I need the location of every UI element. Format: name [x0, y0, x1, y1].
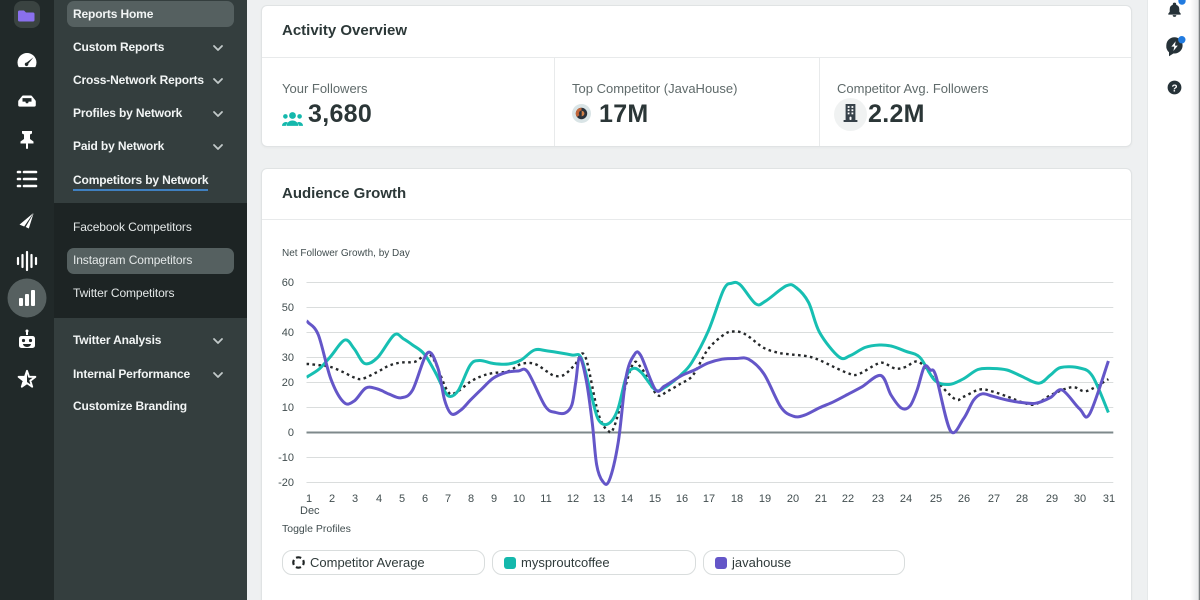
svg-text:?: ?	[1171, 84, 1177, 95]
